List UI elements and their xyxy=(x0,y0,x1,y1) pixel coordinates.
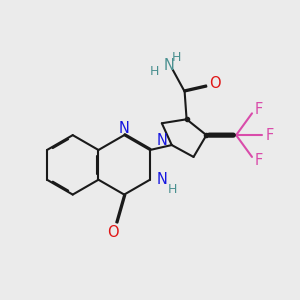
Text: O: O xyxy=(107,225,119,240)
Text: H: H xyxy=(172,51,182,64)
Text: F: F xyxy=(255,153,263,168)
Text: H: H xyxy=(150,65,160,78)
Text: N: N xyxy=(119,121,130,136)
Text: N: N xyxy=(156,172,167,187)
Text: F: F xyxy=(255,102,263,117)
Text: H: H xyxy=(168,183,177,196)
Text: F: F xyxy=(266,128,274,142)
Text: N: N xyxy=(163,58,174,73)
Text: O: O xyxy=(209,76,221,91)
Text: N: N xyxy=(156,133,167,148)
